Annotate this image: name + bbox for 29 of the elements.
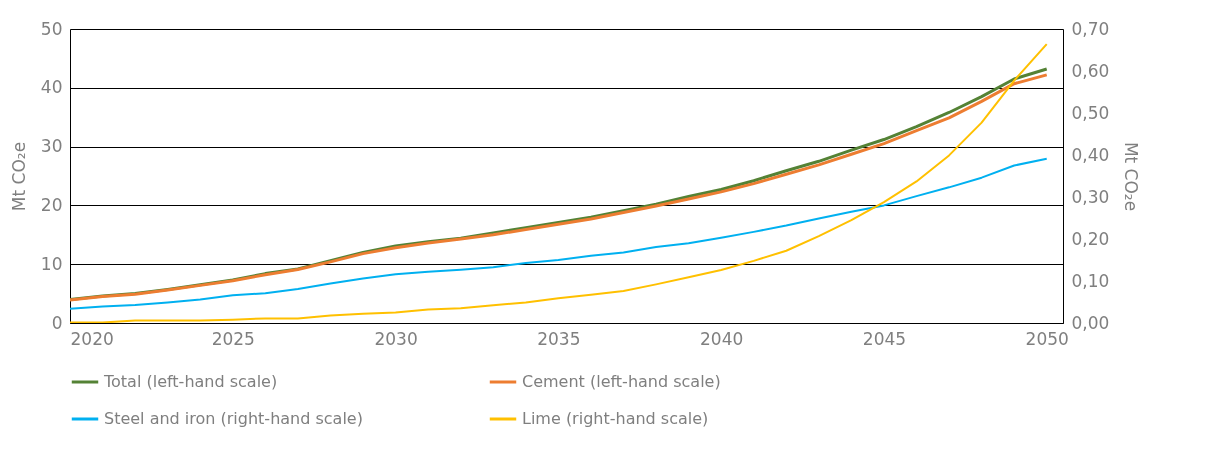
y2-tick-label: 0,30 — [1071, 186, 1110, 207]
y2-tick-label: 0,00 — [1071, 312, 1110, 333]
x-tick-label: 2025 — [211, 328, 255, 349]
y-tick-label: 30 — [40, 136, 63, 157]
y-tick-label: 50 — [40, 18, 63, 39]
legend-label: Lime (right-hand scale) — [522, 409, 709, 428]
x-tick-label: 2045 — [862, 328, 907, 349]
y2-tick-label: 0,20 — [1071, 228, 1110, 249]
y-tick-label: 0 — [51, 312, 63, 333]
legend-label: Total (left-hand scale) — [103, 372, 278, 391]
y-tick-label: 10 — [40, 253, 63, 274]
y-tick-label: 20 — [40, 194, 63, 215]
y-axis-title: Mt CO₂e — [8, 141, 29, 212]
line-series — [70, 157, 1048, 310]
y2-tick-label: 0,60 — [1071, 60, 1110, 81]
y-tick-label: 40 — [40, 77, 63, 98]
x-tick-label: 2040 — [700, 328, 744, 349]
y2-tick-label: 0,10 — [1071, 270, 1110, 291]
x-tick-label: 2020 — [70, 328, 114, 349]
y2-tick-label: 0,50 — [1071, 102, 1110, 123]
x-tick-label: 2030 — [374, 328, 418, 349]
legend-label: Steel and iron (right-hand scale) — [104, 409, 363, 428]
y2-tick-label: 0,40 — [1071, 144, 1110, 165]
line-series — [70, 43, 1048, 323]
x-tick-label: 2035 — [537, 328, 581, 349]
y2-axis-title: Mt CO₂e — [1121, 141, 1142, 212]
legend-label: Cement (left-hand scale) — [522, 372, 721, 391]
y2-tick-label: 0,70 — [1071, 18, 1110, 39]
x-tick-label: 2050 — [1025, 328, 1069, 349]
